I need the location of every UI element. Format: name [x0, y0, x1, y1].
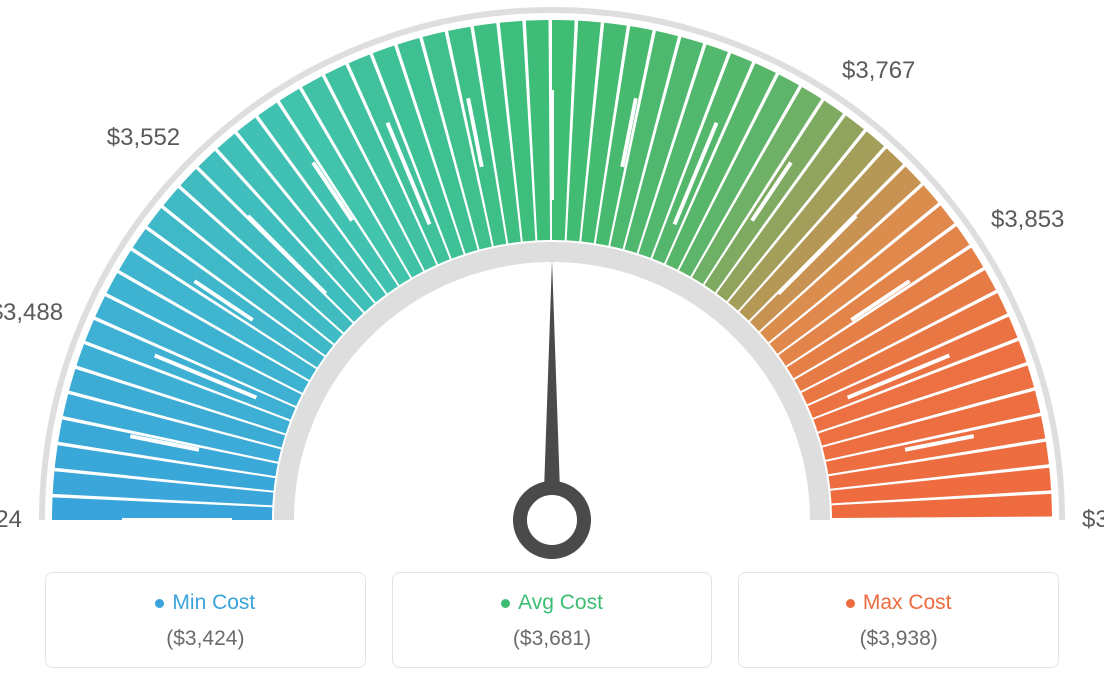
- legend-card-min: Min Cost ($3,424): [45, 572, 366, 668]
- legend-title: Max Cost: [846, 591, 952, 615]
- legend-title-text: Avg Cost: [518, 591, 603, 615]
- gauge-tick-label: $3,767: [842, 57, 915, 85]
- dot-icon: [501, 599, 510, 608]
- legend-value: ($3,938): [751, 627, 1046, 651]
- dot-icon: [155, 599, 164, 608]
- legend-card-avg: Avg Cost ($3,681): [392, 572, 713, 668]
- gauge-chart: $3,424$3,488$3,552$3,681$3,767$3,853$3,9…: [0, 0, 1104, 560]
- legend-value: ($3,681): [405, 627, 700, 651]
- legend-title-text: Min Cost: [172, 591, 255, 615]
- legend-value: ($3,424): [58, 627, 353, 651]
- legend-title: Avg Cost: [501, 591, 603, 615]
- legend-title: Min Cost: [155, 591, 255, 615]
- gauge-tick-label: $3,424: [0, 506, 22, 534]
- legend-row: Min Cost ($3,424) Avg Cost ($3,681) Max …: [45, 572, 1059, 668]
- gauge-tick-label: $3,853: [991, 206, 1064, 234]
- gauge-tick-label: $3,552: [107, 124, 180, 152]
- gauge-tick-label: $3,938: [1082, 506, 1104, 534]
- gauge-svg: [0, 0, 1104, 560]
- dot-icon: [846, 599, 855, 608]
- legend-card-max: Max Cost ($3,938): [738, 572, 1059, 668]
- cost-gauge-widget: $3,424$3,488$3,552$3,681$3,767$3,853$3,9…: [0, 0, 1104, 690]
- gauge-tick-label: $3,488: [0, 299, 63, 327]
- legend-title-text: Max Cost: [863, 591, 952, 615]
